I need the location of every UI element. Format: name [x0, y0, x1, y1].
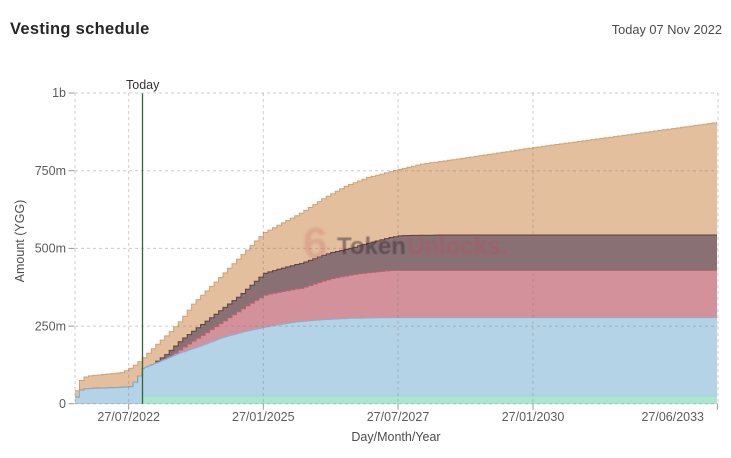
svg-text:27/01/2030: 27/01/2030: [502, 410, 565, 424]
svg-text:1b: 1b: [52, 86, 66, 100]
svg-text:250m: 250m: [35, 319, 66, 333]
svg-text:Today 07 Nov 2022: Today 07 Nov 2022: [612, 22, 722, 37]
svg-text:27/01/2025: 27/01/2025: [232, 410, 295, 424]
svg-text:Vesting schedule: Vesting schedule: [10, 20, 150, 38]
svg-text:0: 0: [59, 397, 66, 411]
svg-text:27/06/2033: 27/06/2033: [641, 410, 704, 424]
svg-text:27/07/2022: 27/07/2022: [97, 410, 160, 424]
svg-text:Amount (YGG): Amount (YGG): [13, 200, 27, 283]
svg-text:Unlocks.: Unlocks.: [407, 233, 507, 260]
svg-text:750m: 750m: [35, 164, 66, 178]
svg-text:27/07/2027: 27/07/2027: [367, 410, 430, 424]
svg-text:6: 6: [303, 219, 327, 268]
svg-text:500m: 500m: [35, 242, 66, 256]
svg-text:Token: Token: [337, 233, 406, 260]
svg-text:Day/Month/Year: Day/Month/Year: [351, 430, 440, 444]
svg-text:Today: Today: [126, 78, 160, 92]
